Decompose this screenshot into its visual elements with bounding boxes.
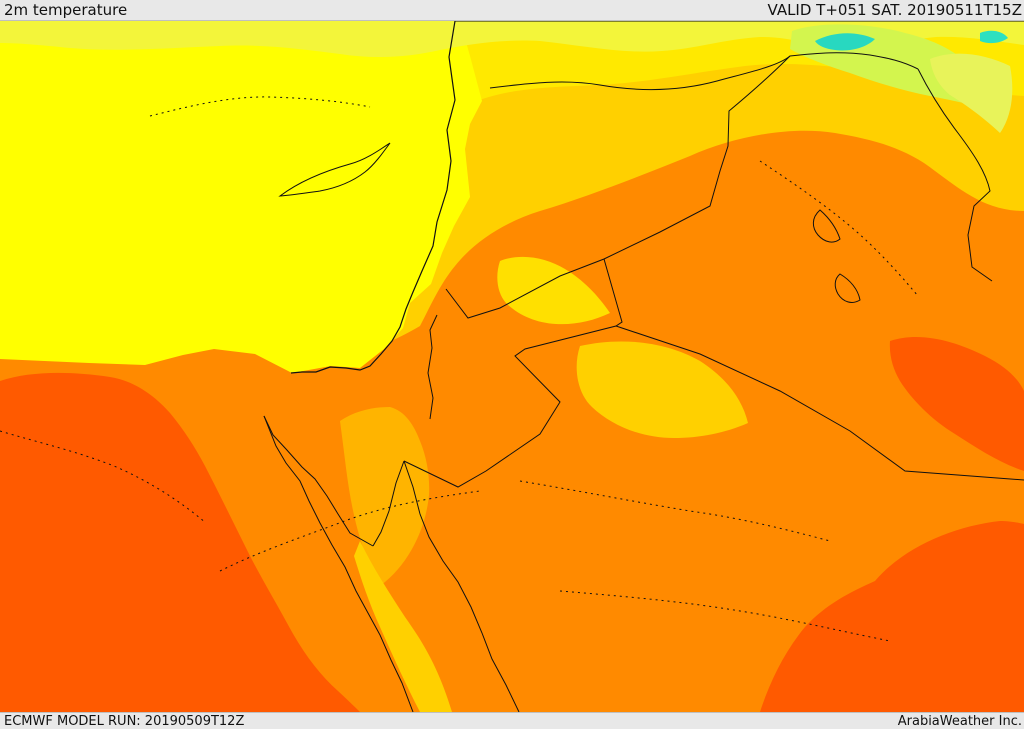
footer-bar: ECMWF MODEL RUN: 20190509T12Z ArabiaWeat…: [0, 712, 1024, 729]
cool-spot-north: [815, 33, 875, 51]
internal-boundary-1: [0, 430, 207, 524]
sinai-coast: [263, 415, 374, 547]
jordan-saudi-border: [403, 258, 623, 488]
mediterranean-sea: [0, 21, 482, 373]
northern-coast: [0, 21, 1024, 58]
jordan-cool-zone: [497, 256, 610, 325]
title-bar: 2m temperature VALID T+051 SAT. 20190511…: [0, 0, 1024, 21]
saudi-north-zone: [576, 341, 748, 438]
levant-coastline: [290, 21, 456, 374]
iran-border: [917, 68, 993, 282]
brand-name: ArabiaWeather Inc.: [897, 713, 1022, 729]
eastern-light-zone: [930, 53, 1013, 133]
map-area: [0, 21, 1024, 712]
iraq-saudi-border: [615, 325, 1024, 481]
cyprus-outline: [278, 142, 391, 197]
lake-milh: [834, 273, 861, 303]
sinai-warm-zone: [340, 407, 430, 586]
red-sea-east-coast: [403, 460, 520, 712]
syria-turkey-border: [489, 52, 919, 90]
model-run: ECMWF MODEL RUN: 20190509T12Z: [4, 713, 245, 729]
internal-boundary-5: [759, 160, 919, 297]
temperature-map: [0, 21, 1024, 712]
gulf-of-aqaba-coast: [372, 460, 405, 547]
arabia-hot-zone: [760, 521, 1024, 712]
map-title: 2m temperature: [4, 1, 128, 19]
valid-time: VALID T+051 SAT. 20190511T15Z: [767, 1, 1022, 19]
cool-spot-east: [980, 30, 1008, 44]
jordan-river: [427, 314, 438, 420]
internal-boundary-6: [149, 96, 371, 117]
red-sea-corridor: [354, 541, 452, 712]
lake-tharthar: [812, 209, 841, 243]
internal-boundary-4: [559, 590, 891, 642]
syria-border: [445, 55, 791, 319]
red-sea-west-coast: [263, 415, 414, 712]
iraq-hot-zone: [889, 336, 1024, 471]
egypt-hot-zone: [0, 372, 360, 712]
